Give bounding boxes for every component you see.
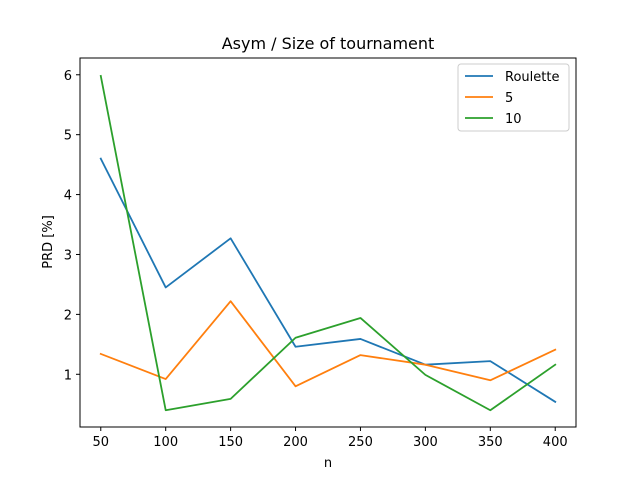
- y-tick-label: 2: [64, 308, 72, 323]
- x-tick-label: 100: [153, 435, 178, 450]
- x-tick-label: 300: [413, 435, 438, 450]
- x-tick-label: 200: [283, 435, 308, 450]
- legend-label-2: 10: [505, 112, 522, 127]
- chart-title: Asym / Size of tournament: [222, 34, 435, 53]
- y-tick-label: 5: [64, 129, 72, 144]
- plot-lines: [99, 74, 557, 412]
- legend-label-0: Roulette: [505, 70, 559, 85]
- legend: Roulette 5 10: [457, 63, 570, 132]
- x-axis-label: n: [324, 456, 332, 471]
- y-tick-label: 4: [64, 189, 72, 204]
- x-tick-label: 350: [478, 435, 503, 450]
- series-line-2: [99, 74, 557, 412]
- x-axis-ticks: 50 100 150 200 250 300 350 400: [93, 427, 568, 450]
- x-tick-label: 400: [543, 435, 568, 450]
- x-tick-label: 150: [218, 435, 243, 450]
- y-tick-label: 6: [64, 69, 72, 84]
- y-axis-ticks: 1 2 3 4 5 6: [64, 69, 80, 383]
- plot-frame: [79, 57, 577, 428]
- legend-label-1: 5: [505, 91, 513, 106]
- y-tick-label: 3: [64, 248, 72, 263]
- y-tick-label: 1: [64, 368, 72, 383]
- x-tick-label: 250: [348, 435, 373, 450]
- series-line-1: [99, 300, 557, 388]
- series-line-0: [99, 157, 557, 404]
- y-axis-label: PRD [%]: [41, 215, 56, 269]
- x-tick-label: 50: [93, 435, 110, 450]
- legend-box: [457, 63, 570, 132]
